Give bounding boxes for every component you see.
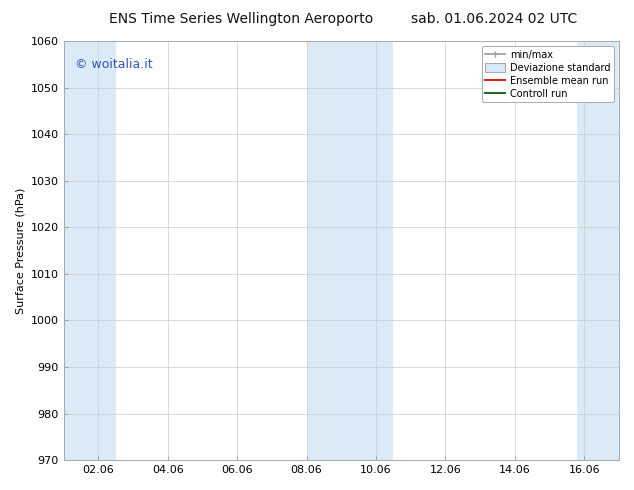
- Bar: [307, 41, 393, 460]
- Text: sab. 01.06.2024 02 UTC: sab. 01.06.2024 02 UTC: [411, 12, 578, 26]
- Legend: min/max, Deviazione standard, Ensemble mean run, Controll run: min/max, Deviazione standard, Ensemble m…: [482, 46, 614, 102]
- Text: ENS Time Series Wellington Aeroporto: ENS Time Series Wellington Aeroporto: [109, 12, 373, 26]
- Text: © woitalia.it: © woitalia.it: [75, 58, 152, 71]
- Bar: [578, 41, 619, 460]
- Bar: [63, 41, 115, 460]
- Y-axis label: Surface Pressure (hPa): Surface Pressure (hPa): [15, 187, 25, 314]
